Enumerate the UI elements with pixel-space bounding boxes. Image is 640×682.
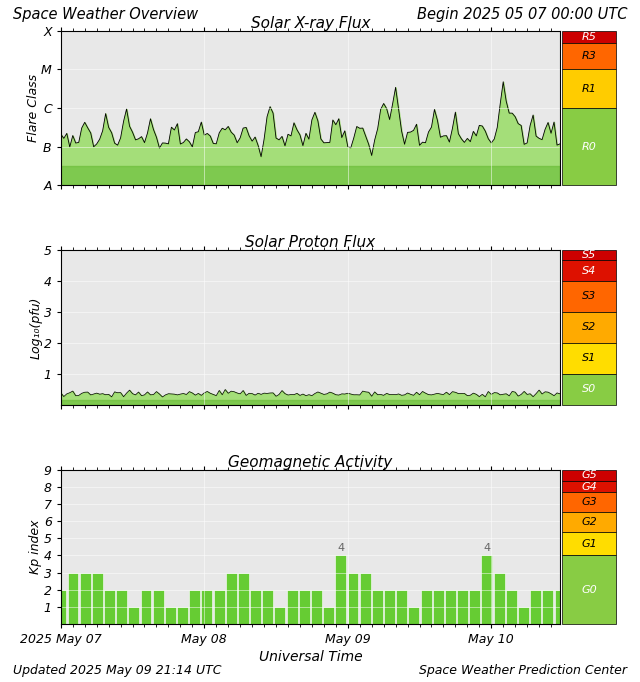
Bar [396,590,407,624]
Bar [518,607,529,624]
Bar [104,590,115,624]
Text: 4: 4 [483,544,490,553]
Text: G4: G4 [581,481,597,492]
Bar [275,607,285,624]
Bar [55,590,67,624]
Bar [226,572,237,624]
Bar [80,572,91,624]
Text: G3: G3 [581,497,597,507]
Bar [408,607,419,624]
Text: S2: S2 [582,323,596,332]
Bar [238,572,249,624]
Bar [250,590,261,624]
Bar [554,590,566,624]
Bar [153,590,164,624]
Bar [433,590,444,624]
Bar [360,572,371,624]
Text: G1: G1 [581,539,597,549]
Bar [177,607,188,624]
Bar [445,590,456,624]
Bar [189,590,200,624]
Text: Space Weather Prediction Center: Space Weather Prediction Center [419,664,627,677]
Bar [129,607,140,624]
Bar [372,590,383,624]
Bar [165,607,176,624]
Text: S5: S5 [582,250,596,261]
Bar [530,590,541,624]
Bar [348,572,358,624]
Bar [493,572,504,624]
Title: Solar Proton Flux: Solar Proton Flux [245,235,376,250]
Bar [311,590,322,624]
X-axis label: Universal Time: Universal Time [259,650,362,664]
Text: Begin 2025 05 07 00:00 UTC: Begin 2025 05 07 00:00 UTC [417,7,627,22]
Bar [202,590,212,624]
Text: 4: 4 [337,544,344,553]
Text: Updated 2025 May 09 21:14 UTC: Updated 2025 May 09 21:14 UTC [13,664,221,677]
Y-axis label: Log₁₀(pfu): Log₁₀(pfu) [29,296,42,359]
Bar [457,590,468,624]
Bar [506,590,516,624]
Bar [323,607,334,624]
Text: R5: R5 [582,32,596,42]
Text: S3: S3 [582,291,596,301]
Text: S1: S1 [582,353,596,364]
Bar [335,555,346,624]
Bar [262,590,273,624]
Bar [469,590,480,624]
Text: G2: G2 [581,518,597,527]
Text: Space Weather Overview: Space Weather Overview [13,7,198,22]
Bar [67,572,79,624]
Title: Solar X-ray Flux: Solar X-ray Flux [251,16,370,31]
Bar [481,555,492,624]
Text: G0: G0 [581,584,597,595]
Bar [420,590,431,624]
Text: R1: R1 [582,84,596,93]
Text: G5: G5 [581,470,597,480]
Text: R0: R0 [582,142,596,151]
Bar [299,590,310,624]
Bar [92,572,103,624]
Bar [116,590,127,624]
Y-axis label: Flare Class: Flare Class [27,74,40,142]
Text: R3: R3 [582,51,596,61]
Bar [287,590,298,624]
Bar [141,590,152,624]
Bar [214,590,225,624]
Bar [384,590,395,624]
Y-axis label: Kp index: Kp index [29,520,42,574]
Text: S4: S4 [582,266,596,276]
Title: Geomagnetic Activity: Geomagnetic Activity [228,454,392,469]
Bar [542,590,554,624]
Text: S0: S0 [582,384,596,394]
